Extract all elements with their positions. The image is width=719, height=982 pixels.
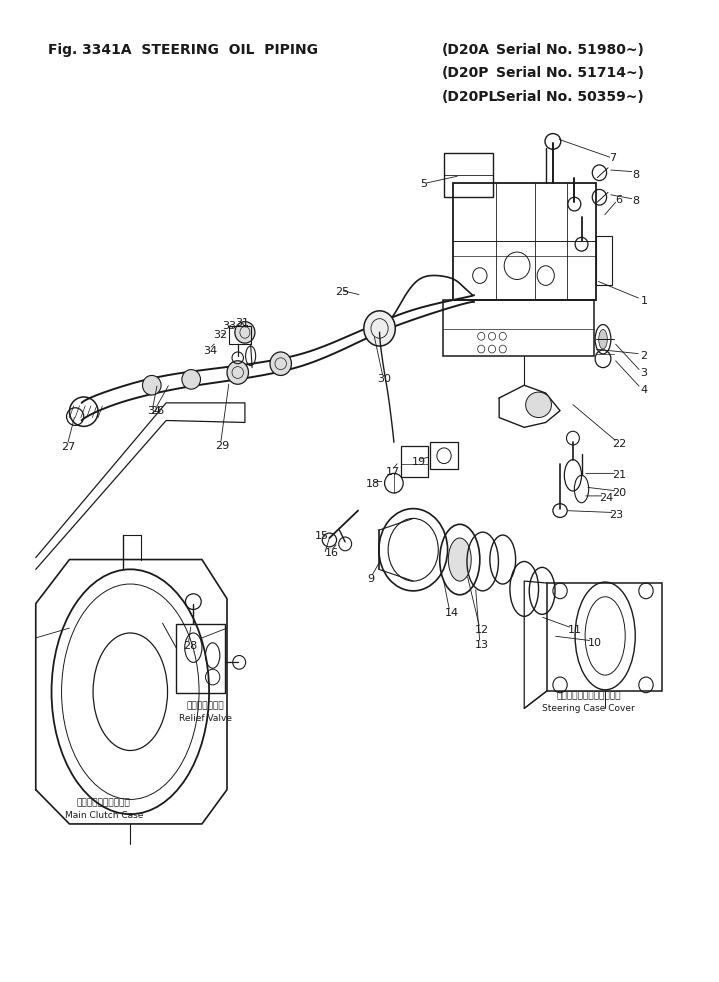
Text: 11: 11 <box>567 626 582 635</box>
Text: 16: 16 <box>325 548 339 558</box>
Text: 33: 33 <box>222 320 236 331</box>
Text: 4: 4 <box>641 385 647 395</box>
Ellipse shape <box>364 311 395 346</box>
Ellipse shape <box>182 369 201 389</box>
Text: Serial No. 50359~): Serial No. 50359~) <box>495 89 644 103</box>
Bar <box>444 300 594 355</box>
Text: 34: 34 <box>147 406 161 415</box>
Text: 7: 7 <box>609 153 616 163</box>
Text: 30: 30 <box>377 374 392 384</box>
Ellipse shape <box>449 538 471 581</box>
Text: 31: 31 <box>235 317 249 328</box>
Ellipse shape <box>270 352 291 375</box>
Text: 9: 9 <box>367 574 375 584</box>
Text: 19: 19 <box>412 457 426 466</box>
Text: 22: 22 <box>612 439 626 449</box>
Text: Relief Valve: Relief Valve <box>179 714 232 724</box>
Text: 32: 32 <box>214 330 228 341</box>
Bar <box>229 326 251 344</box>
Ellipse shape <box>142 375 161 395</box>
Text: 1: 1 <box>641 296 647 306</box>
Ellipse shape <box>227 360 249 384</box>
Text: (D20PL: (D20PL <box>442 89 498 103</box>
Text: 29: 29 <box>215 441 229 451</box>
Text: 21: 21 <box>612 470 626 480</box>
Text: 25: 25 <box>335 287 349 298</box>
Text: 20: 20 <box>612 488 626 498</box>
Text: 5: 5 <box>421 179 428 189</box>
Bar <box>444 153 493 197</box>
Text: (D20A: (D20A <box>442 42 490 57</box>
Text: (D20P: (D20P <box>442 66 490 80</box>
Text: Serial No. 51980~): Serial No. 51980~) <box>495 42 644 57</box>
Text: リリーフバルブ: リリーフバルブ <box>187 701 224 711</box>
Text: 10: 10 <box>588 637 602 648</box>
Ellipse shape <box>526 392 551 417</box>
Bar <box>401 446 429 477</box>
Text: Serial No. 51714~): Serial No. 51714~) <box>495 66 644 80</box>
Text: 12: 12 <box>475 626 489 635</box>
Text: メインクラッチケース: メインクラッチケース <box>77 798 131 807</box>
Bar <box>430 442 458 469</box>
Text: 14: 14 <box>445 609 459 619</box>
Bar <box>547 583 661 690</box>
Text: 8: 8 <box>633 196 639 206</box>
Bar <box>176 625 225 692</box>
Text: Main Clutch Case: Main Clutch Case <box>65 811 143 820</box>
Bar <box>452 183 596 300</box>
Text: 26: 26 <box>150 406 165 415</box>
Text: Steering Case Cover: Steering Case Cover <box>542 704 635 714</box>
Text: ステアリングケースカバー: ステアリングケースカバー <box>557 691 621 701</box>
Text: 18: 18 <box>366 479 380 489</box>
Text: 28: 28 <box>183 640 197 651</box>
Text: 2: 2 <box>641 351 647 360</box>
Text: 8: 8 <box>633 170 639 180</box>
Text: 34: 34 <box>203 346 218 355</box>
Ellipse shape <box>599 329 608 349</box>
Text: 27: 27 <box>62 442 75 452</box>
Text: 3: 3 <box>641 368 647 378</box>
Text: 23: 23 <box>609 510 623 519</box>
Text: 15: 15 <box>314 531 329 541</box>
Text: 6: 6 <box>615 195 622 205</box>
Text: Fig. 3341A  STEERING  OIL  PIPING: Fig. 3341A STEERING OIL PIPING <box>48 42 318 57</box>
Bar <box>596 237 612 286</box>
Text: 17: 17 <box>386 467 400 477</box>
Text: 24: 24 <box>599 493 613 503</box>
Text: 13: 13 <box>475 639 489 650</box>
Ellipse shape <box>235 321 255 343</box>
